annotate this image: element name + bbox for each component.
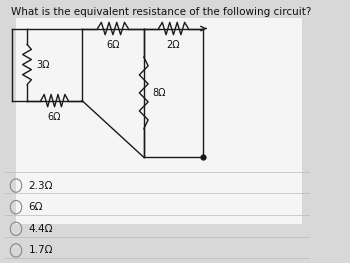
Bar [16, 18, 302, 224]
Text: 4.4Ω: 4.4Ω [28, 224, 53, 234]
Text: 8Ω: 8Ω [153, 88, 166, 98]
Text: 6Ω: 6Ω [28, 202, 43, 212]
Text: 6Ω: 6Ω [106, 40, 120, 50]
Text: 3Ω: 3Ω [36, 59, 49, 70]
Text: 2.3Ω: 2.3Ω [28, 181, 53, 191]
Text: What is the equivalent resistance of the following circuit?: What is the equivalent resistance of the… [11, 7, 311, 17]
Text: 1.7Ω: 1.7Ω [28, 245, 53, 255]
Text: 2Ω: 2Ω [167, 40, 180, 50]
Text: 6Ω: 6Ω [48, 112, 61, 122]
